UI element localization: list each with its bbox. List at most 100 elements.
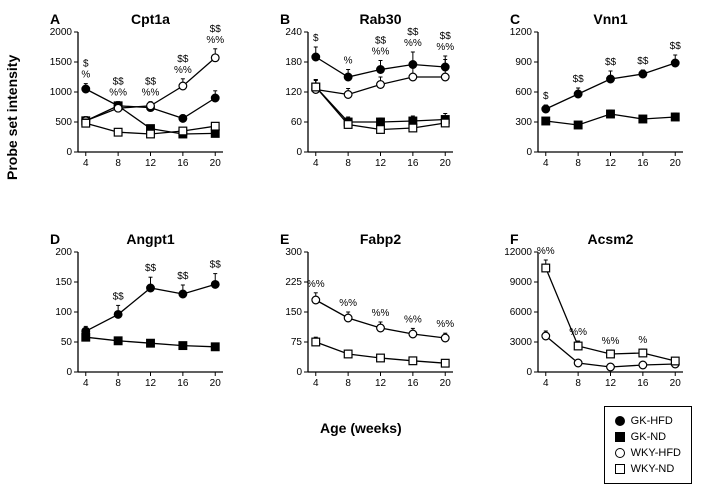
panel-F: 48121620030006000900012000FAcsm2%%%%%%% [490,230,690,400]
svg-text:%%: %% [339,298,357,309]
circle-marker-icon [615,448,625,458]
svg-text:%: % [638,335,647,346]
svg-text:16: 16 [637,158,649,169]
svg-text:$$: $$ [375,36,387,47]
legend-label: GK-HFD [631,413,673,429]
svg-text:60: 60 [291,117,303,128]
svg-text:12: 12 [375,378,387,389]
y-axis-label: Probe set intensity [4,55,20,180]
svg-text:20: 20 [440,378,452,389]
svg-text:$: $ [83,59,89,70]
svg-text:$$: $$ [637,56,649,67]
svg-text:12: 12 [145,378,157,389]
panel-A: 481216200500100015002000ACpt1a%$%%$$%%$$… [30,10,230,180]
svg-text:12: 12 [605,378,617,389]
svg-text:20: 20 [670,158,682,169]
svg-text:16: 16 [637,378,649,389]
svg-text:0: 0 [296,147,302,158]
svg-text:150: 150 [55,277,72,288]
svg-text:20: 20 [210,378,222,389]
svg-text:$$: $$ [145,263,157,274]
svg-text:%%: %% [109,88,127,99]
svg-text:300: 300 [285,247,302,258]
svg-text:%: % [344,56,353,67]
svg-text:B: B [280,11,290,27]
svg-text:$$: $$ [177,271,189,282]
svg-text:A: A [50,11,60,27]
svg-text:$$: $$ [210,260,222,271]
svg-text:$$: $$ [605,57,617,68]
svg-text:12: 12 [605,158,617,169]
svg-text:Vnn1: Vnn1 [593,11,627,27]
svg-text:120: 120 [285,87,302,98]
svg-text:%%: %% [372,47,390,58]
svg-text:$$: $$ [113,291,125,302]
svg-text:F: F [510,231,519,247]
svg-text:Angpt1: Angpt1 [126,231,174,247]
svg-text:8: 8 [345,158,351,169]
svg-text:4: 4 [313,378,319,389]
svg-text:12000: 12000 [504,247,532,258]
svg-text:%%: %% [174,65,192,76]
svg-text:$$: $$ [145,77,157,88]
square-marker-icon [615,464,625,474]
svg-text:%%: %% [404,314,422,325]
svg-text:%%: %% [569,327,587,338]
svg-text:$: $ [313,33,319,44]
legend-label: WKY-HFD [631,445,681,461]
panel-E: 48121620075150225300EFabp2%%%%%%%%%% [260,230,460,400]
legend: GK-HFDGK-NDWKY-HFDWKY-ND [604,406,692,484]
svg-text:Cpt1a: Cpt1a [131,11,170,27]
svg-text:9000: 9000 [510,277,533,288]
svg-text:4: 4 [313,158,319,169]
legend-item: GK-ND [615,429,681,445]
svg-text:16: 16 [177,158,189,169]
svg-text:$$: $$ [210,24,222,35]
svg-text:150: 150 [285,307,302,318]
svg-text:%: % [81,70,90,81]
svg-text:600: 600 [515,87,532,98]
svg-text:Acsm2: Acsm2 [588,231,634,247]
legend-item: WKY-HFD [615,445,681,461]
svg-text:20: 20 [210,158,222,169]
svg-text:20: 20 [440,158,452,169]
svg-text:50: 50 [61,337,73,348]
svg-text:E: E [280,231,289,247]
svg-text:$$: $$ [177,54,189,65]
svg-text:0: 0 [296,367,302,378]
svg-text:900: 900 [515,57,532,68]
svg-text:Fabp2: Fabp2 [360,231,401,247]
svg-text:$$: $$ [573,74,585,85]
svg-text:1000: 1000 [50,87,73,98]
svg-text:225: 225 [285,277,302,288]
svg-text:4: 4 [543,378,549,389]
svg-text:6000: 6000 [510,307,533,318]
svg-text:1500: 1500 [50,57,73,68]
svg-text:$$: $$ [670,41,682,52]
square-marker-icon [615,432,625,442]
panel-C: 4812162003006009001200CVnn1$$$$$$$$$ [490,10,690,180]
svg-text:300: 300 [515,117,532,128]
circle-marker-icon [615,416,625,426]
svg-text:200: 200 [55,247,72,258]
legend-label: GK-ND [631,429,666,445]
svg-text:D: D [50,231,60,247]
svg-text:0: 0 [66,367,72,378]
svg-text:16: 16 [177,378,189,389]
svg-text:%%: %% [436,42,454,53]
x-axis-label: Age (weeks) [320,420,402,436]
svg-text:$$: $$ [113,77,125,88]
svg-text:4: 4 [543,158,549,169]
panel-D: 48121620050100150200DAngpt1$$$$$$$$ [30,230,230,400]
svg-text:8: 8 [345,378,351,389]
svg-text:Rab30: Rab30 [359,11,401,27]
svg-text:8: 8 [575,158,581,169]
svg-text:%%: %% [307,279,325,290]
svg-text:0: 0 [66,147,72,158]
svg-text:8: 8 [115,378,121,389]
svg-text:%%: %% [372,308,390,319]
legend-item: GK-HFD [615,413,681,429]
svg-text:%%: %% [602,336,620,347]
svg-text:240: 240 [285,27,302,38]
svg-text:100: 100 [55,307,72,318]
